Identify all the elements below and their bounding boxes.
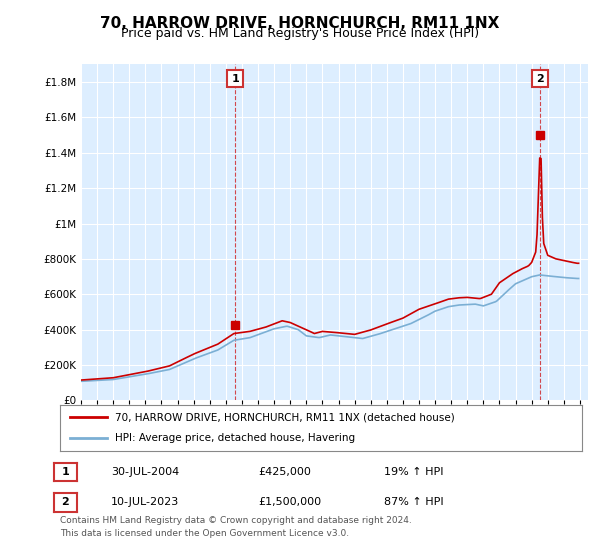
Text: 1: 1 xyxy=(62,467,69,477)
Text: 1: 1 xyxy=(232,73,239,83)
Text: Contains HM Land Registry data © Crown copyright and database right 2024.: Contains HM Land Registry data © Crown c… xyxy=(60,516,412,525)
Text: 30-JUL-2004: 30-JUL-2004 xyxy=(111,467,179,477)
Text: £1,500,000: £1,500,000 xyxy=(258,497,321,507)
Text: 70, HARROW DRIVE, HORNCHURCH, RM11 1NX (detached house): 70, HARROW DRIVE, HORNCHURCH, RM11 1NX (… xyxy=(115,412,455,422)
Text: 2: 2 xyxy=(536,73,544,83)
Text: 10-JUL-2023: 10-JUL-2023 xyxy=(111,497,179,507)
Text: £425,000: £425,000 xyxy=(258,467,311,477)
Text: This data is licensed under the Open Government Licence v3.0.: This data is licensed under the Open Gov… xyxy=(60,529,349,538)
Text: 87% ↑ HPI: 87% ↑ HPI xyxy=(384,497,443,507)
Text: 19% ↑ HPI: 19% ↑ HPI xyxy=(384,467,443,477)
Text: 2: 2 xyxy=(62,497,69,507)
Text: 70, HARROW DRIVE, HORNCHURCH, RM11 1NX: 70, HARROW DRIVE, HORNCHURCH, RM11 1NX xyxy=(100,16,500,31)
Text: Price paid vs. HM Land Registry's House Price Index (HPI): Price paid vs. HM Land Registry's House … xyxy=(121,27,479,40)
Text: HPI: Average price, detached house, Havering: HPI: Average price, detached house, Have… xyxy=(115,433,355,444)
